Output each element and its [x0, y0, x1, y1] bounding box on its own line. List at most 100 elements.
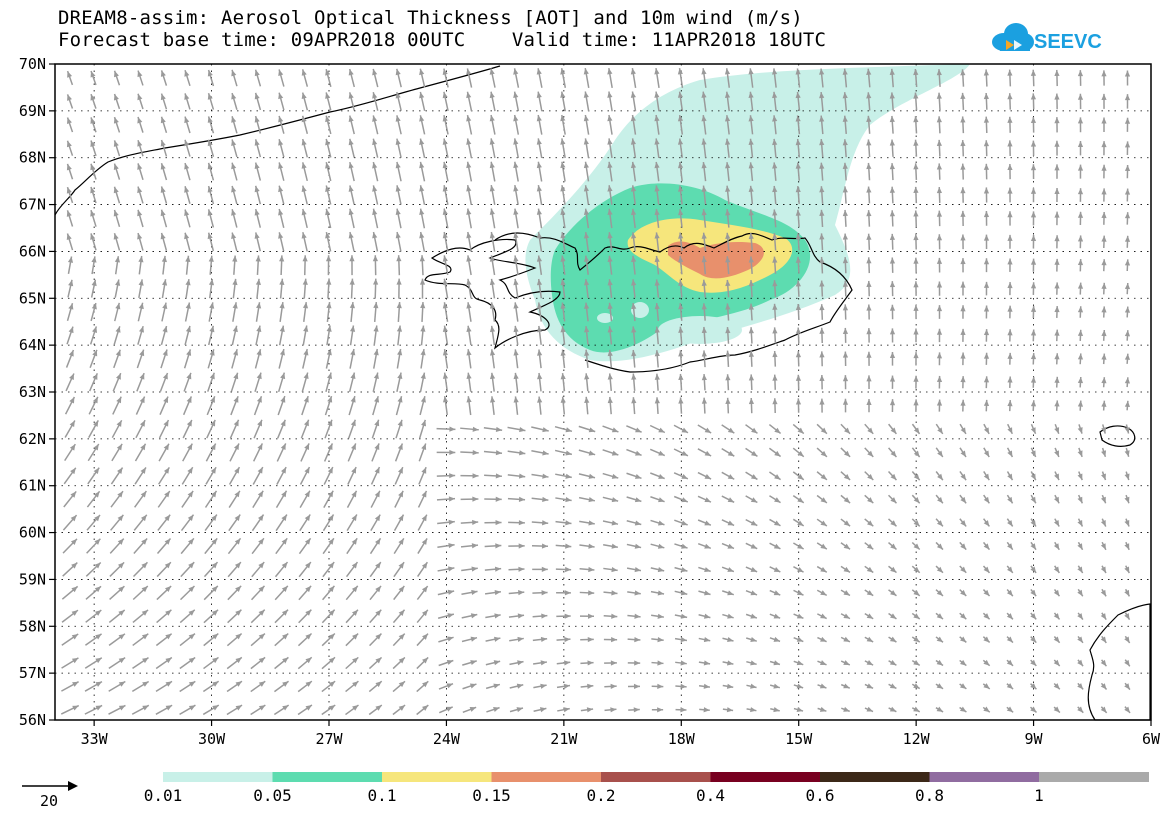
wind-arrow-head [630, 161, 637, 169]
wind-arrow-head [889, 115, 895, 123]
wind-arrow-head [536, 91, 542, 98]
wind-arrow-head [960, 636, 967, 643]
wind-arrow-head [164, 491, 170, 498]
wind-arrow-head [301, 115, 307, 123]
wind-arrow-head [350, 396, 356, 403]
wind-arrow-head [373, 325, 379, 332]
wind-arrow-head [584, 349, 590, 356]
wind-arrow-head [936, 328, 943, 335]
wind-arrow-head [278, 115, 284, 123]
wind-arrow-head [983, 659, 990, 666]
wind-arrow-head [588, 543, 595, 549]
wind-arrow-head [254, 139, 260, 146]
wind-vectors [60, 68, 1131, 716]
wind-arrow-head [1077, 427, 1083, 434]
wind-arrow-head [1100, 636, 1107, 643]
wind-arrow-head [160, 139, 166, 147]
wind-arrow-head [256, 372, 262, 380]
wind-arrow-head [186, 419, 192, 427]
lat-tick-label: 67N [19, 196, 46, 214]
wind-arrow-head [495, 426, 503, 433]
wind-arrow-head [254, 92, 260, 100]
wind-arrow-head [983, 234, 990, 241]
wind-arrow-head [398, 657, 405, 664]
wind-arrow-head [1077, 211, 1084, 218]
wind-arrow-head [889, 351, 896, 358]
wind-arrow-head [1053, 659, 1060, 666]
wind-arrow-head [583, 91, 589, 98]
wind-arrow-head [372, 115, 378, 122]
wind-arrow-head [727, 450, 735, 457]
wind-arrow-head [701, 162, 707, 169]
colorbar-label: 0.05 [253, 786, 292, 805]
wind-arrow-head [1054, 400, 1060, 407]
wind-arrow-head [94, 586, 102, 593]
lat-tick-label: 63N [19, 383, 46, 401]
wind-arrow-head [796, 613, 804, 619]
wind-arrow-head [231, 139, 237, 146]
wind-arrow-head [328, 633, 335, 640]
wind-arrow-head [207, 139, 213, 147]
wind-arrow-head [630, 114, 636, 122]
wind-arrow-head [160, 186, 166, 193]
wind-arrow-head [542, 473, 549, 479]
wind-arrow-head [90, 94, 96, 101]
wind-arrow-head [396, 302, 402, 309]
wind-arrow-head [889, 399, 896, 406]
wind-arrow-head [795, 374, 802, 381]
wind-arrow-head [374, 396, 380, 403]
wind-arrow-head [842, 398, 849, 405]
wind-arrow-head [446, 683, 454, 689]
wind-arrow-head [631, 326, 637, 333]
wind-arrow-head [820, 450, 827, 457]
wind-arrow-head [398, 585, 405, 593]
wind-arrow-head [466, 68, 472, 75]
wind-arrow-head [1053, 566, 1060, 573]
wind-arrow-head [513, 255, 519, 262]
wind-arrow-head [960, 589, 967, 596]
wind-arrow-head [328, 562, 335, 569]
wind-arrow-head [1101, 93, 1107, 100]
wind-arrow-head [913, 186, 919, 193]
wind-arrow-head [489, 138, 495, 145]
wind-arrow-head [564, 613, 571, 619]
lon-tick-label: 18W [668, 730, 696, 748]
wind-arrow-head [796, 683, 804, 689]
wind-arrow-head [560, 161, 566, 169]
wind-arrow-head [701, 279, 707, 286]
wind-arrow-head [1100, 706, 1107, 713]
wind-arrow-head [959, 706, 967, 713]
wind-arrow-head [348, 162, 354, 169]
wind-arrow-head [1101, 164, 1107, 171]
colorbar-label: 0.8 [915, 786, 944, 805]
wind-arrow-head [518, 566, 525, 572]
wind-arrow-head [92, 373, 98, 380]
wind-arrow-head [305, 705, 312, 711]
wind-arrow-head [937, 496, 943, 504]
wind-arrow-head [162, 302, 168, 310]
wind-arrow-head [448, 519, 455, 525]
wind-arrow-head [234, 490, 240, 498]
wind-arrow-head [678, 303, 684, 310]
wind-arrow-head [282, 657, 289, 664]
wind-arrow-head [681, 543, 688, 549]
wind-arrow-head [560, 68, 566, 75]
wind-arrow-head [1006, 613, 1013, 620]
wind-arrow-head [113, 209, 119, 217]
wind-arrow-head [71, 633, 79, 640]
wind-arrow-head [727, 637, 734, 643]
wind-arrow-head [348, 92, 354, 99]
wind-arrow-head [748, 185, 754, 193]
wind-arrow-head [495, 473, 502, 479]
wind-arrow-head [842, 162, 848, 169]
wind-arrow-head [678, 209, 684, 216]
wind-arrow-head [913, 590, 920, 596]
wind-arrow-head [889, 636, 897, 643]
wind-arrow-head [540, 660, 547, 666]
wind-arrow-head [92, 326, 98, 333]
wind-arrow-head [607, 326, 613, 333]
wind-arrow-head [165, 609, 172, 616]
wind-arrow-head [795, 138, 801, 146]
wind-arrow-head [583, 279, 590, 286]
wind-arrow-head [328, 585, 335, 593]
